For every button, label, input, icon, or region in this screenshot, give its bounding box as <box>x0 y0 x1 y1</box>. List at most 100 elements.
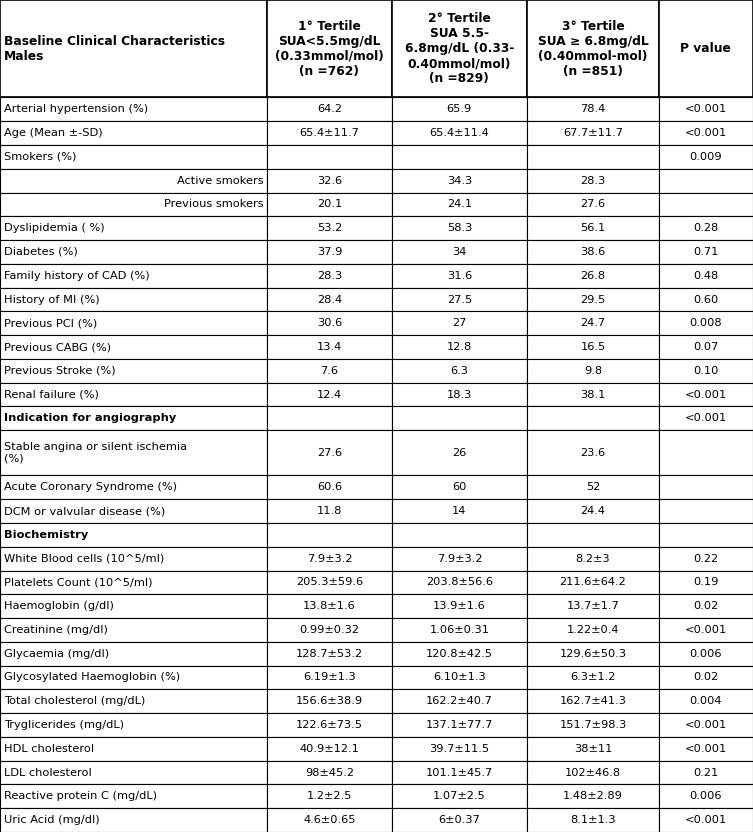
Bar <box>527 594 659 618</box>
Text: Dyslipidemia ( %): Dyslipidemia ( %) <box>4 223 105 233</box>
Bar <box>392 359 527 383</box>
Text: 39.7±11.5: 39.7±11.5 <box>429 744 489 754</box>
Text: 1° Tertile
SUA<5.5mg/dL
(0.33mmol/mol)
(n =762): 1° Tertile SUA<5.5mg/dL (0.33mmol/mol) (… <box>275 20 384 77</box>
Bar <box>527 97 659 121</box>
Bar <box>0 359 267 383</box>
Text: <0.001: <0.001 <box>684 720 727 730</box>
Bar <box>267 523 392 547</box>
Text: 6.3±1.2: 6.3±1.2 <box>570 672 616 682</box>
Text: 129.6±50.3: 129.6±50.3 <box>559 649 626 659</box>
Text: <0.001: <0.001 <box>684 128 727 138</box>
Bar <box>527 547 659 571</box>
Text: 12.4: 12.4 <box>317 389 342 399</box>
Text: Renal failure (%): Renal failure (%) <box>4 389 99 399</box>
Text: 156.6±38.9: 156.6±38.9 <box>296 696 363 706</box>
Bar <box>527 192 659 216</box>
Text: <0.001: <0.001 <box>684 414 727 423</box>
Bar <box>267 192 392 216</box>
Bar <box>267 641 392 666</box>
Text: 0.006: 0.006 <box>690 791 722 801</box>
Text: White Blood cells (10^5/ml): White Blood cells (10^5/ml) <box>4 553 164 563</box>
Bar <box>0 641 267 666</box>
Text: Indication for angiography: Indication for angiography <box>4 414 176 423</box>
Text: Age (Mean ±-SD): Age (Mean ±-SD) <box>4 128 102 138</box>
Bar <box>527 264 659 288</box>
Bar <box>659 288 753 311</box>
Bar <box>392 785 527 808</box>
Text: 38.6: 38.6 <box>581 247 605 257</box>
Bar <box>392 335 527 359</box>
Text: 7.9±3.2: 7.9±3.2 <box>306 553 352 563</box>
Text: 14: 14 <box>452 506 467 516</box>
Text: 13.7±1.7: 13.7±1.7 <box>566 602 620 612</box>
Text: 16.5: 16.5 <box>581 342 605 352</box>
Text: 40.9±12.1: 40.9±12.1 <box>300 744 359 754</box>
Bar <box>527 407 659 430</box>
Text: Creatinine (mg/dl): Creatinine (mg/dl) <box>4 625 108 635</box>
Text: 8.2±3: 8.2±3 <box>576 553 610 563</box>
Bar <box>267 808 392 832</box>
Bar <box>392 121 527 145</box>
Bar <box>527 240 659 264</box>
Text: 60.6: 60.6 <box>317 483 342 493</box>
Bar <box>0 216 267 240</box>
Text: Previous smokers: Previous smokers <box>163 200 264 210</box>
Bar <box>392 216 527 240</box>
Bar <box>527 288 659 311</box>
Bar <box>267 547 392 571</box>
Bar <box>267 737 392 760</box>
Bar <box>527 335 659 359</box>
Text: 26.8: 26.8 <box>581 270 605 280</box>
Bar <box>392 97 527 121</box>
Text: LDL cholesterol: LDL cholesterol <box>4 768 92 778</box>
Text: Uric Acid (mg/dl): Uric Acid (mg/dl) <box>4 815 99 825</box>
Bar <box>392 523 527 547</box>
Bar <box>267 169 392 192</box>
Bar <box>392 713 527 737</box>
Bar <box>267 475 392 499</box>
Bar <box>0 383 267 407</box>
Text: 0.009: 0.009 <box>690 152 722 162</box>
Text: 56.1: 56.1 <box>581 223 605 233</box>
Text: 37.9: 37.9 <box>317 247 342 257</box>
Text: <0.001: <0.001 <box>684 815 727 825</box>
Text: Total cholesterol (mg/dL): Total cholesterol (mg/dL) <box>4 696 145 706</box>
Bar <box>0 499 267 523</box>
Text: Family history of CAD (%): Family history of CAD (%) <box>4 270 150 280</box>
Bar <box>527 690 659 713</box>
Bar <box>267 240 392 264</box>
Text: History of MI (%): History of MI (%) <box>4 295 99 305</box>
Text: 151.7±98.3: 151.7±98.3 <box>559 720 626 730</box>
Text: 28.3: 28.3 <box>581 176 605 186</box>
Bar <box>527 216 659 240</box>
Bar <box>659 240 753 264</box>
Bar <box>659 666 753 690</box>
Text: 13.8±1.6: 13.8±1.6 <box>303 602 356 612</box>
Text: 122.6±73.5: 122.6±73.5 <box>296 720 363 730</box>
Text: 203.8±56.6: 203.8±56.6 <box>426 577 492 587</box>
Bar <box>0 760 267 785</box>
Bar <box>527 359 659 383</box>
Bar <box>0 311 267 335</box>
Bar <box>267 760 392 785</box>
Text: Biochemistry: Biochemistry <box>4 530 88 540</box>
Text: 65.4±11.7: 65.4±11.7 <box>300 128 359 138</box>
Bar <box>392 407 527 430</box>
Bar <box>527 169 659 192</box>
Bar <box>392 383 527 407</box>
Text: 0.21: 0.21 <box>694 768 718 778</box>
Text: 162.7±41.3: 162.7±41.3 <box>559 696 626 706</box>
Text: 29.5: 29.5 <box>581 295 605 305</box>
Text: 9.8: 9.8 <box>584 366 602 376</box>
Text: <0.001: <0.001 <box>684 625 727 635</box>
Bar <box>659 618 753 641</box>
Bar <box>267 216 392 240</box>
Bar <box>0 264 267 288</box>
Text: 34: 34 <box>452 247 467 257</box>
Bar <box>0 192 267 216</box>
Bar <box>527 145 659 169</box>
Bar <box>527 785 659 808</box>
Text: 60: 60 <box>452 483 467 493</box>
Text: 0.07: 0.07 <box>694 342 718 352</box>
Bar <box>392 808 527 832</box>
